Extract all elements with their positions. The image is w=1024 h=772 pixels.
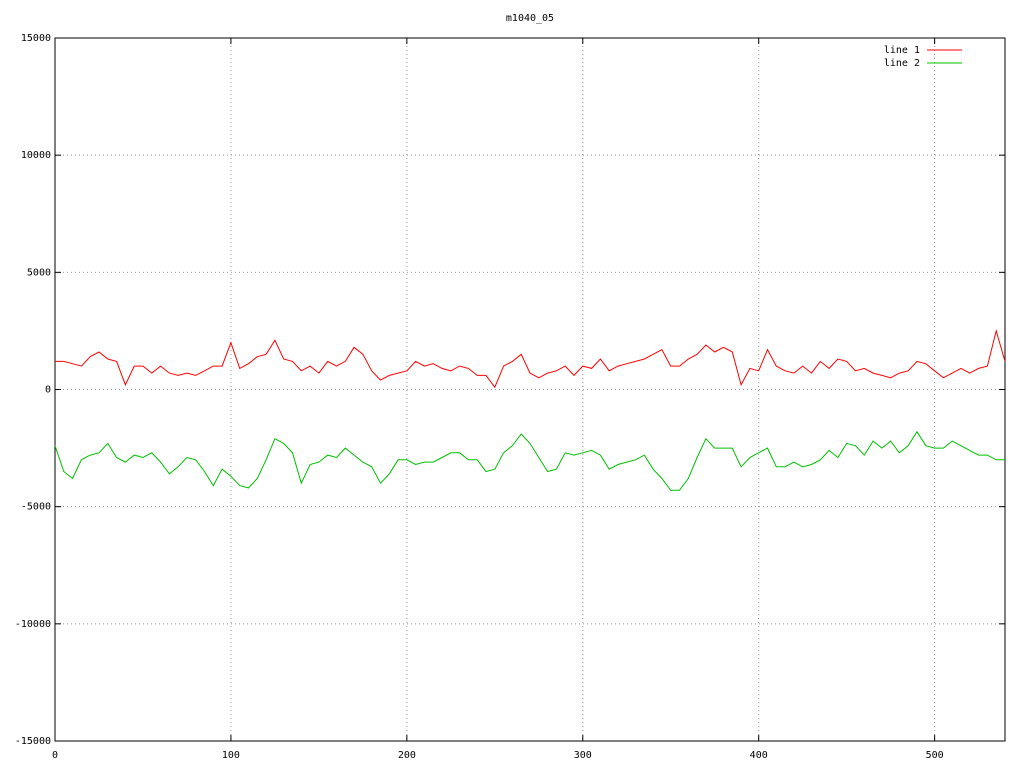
x-tick-label: 0 [52,750,58,761]
x-tick-label: 300 [574,750,592,761]
y-tick-label: -15000 [15,736,51,747]
y-tick-label: 5000 [27,267,51,278]
series-line [55,328,1006,389]
x-tick-label: 500 [926,750,944,761]
series-line [54,430,1005,491]
y-tick-label: -10000 [15,619,51,630]
y-tick-label: 15000 [21,33,51,44]
plot-frame [54,37,1006,742]
y-tick-label: -5000 [21,502,51,513]
legend-label: line 1 [884,45,920,56]
x-tick-label: 400 [750,750,768,761]
chart-title: m1040_05 [506,13,554,24]
legend-label: line 2 [884,58,920,69]
y-tick-label: 0 [45,385,51,396]
x-tick-label: 200 [398,750,416,761]
y-tick-label: 10000 [21,150,51,161]
x-tick-label: 100 [222,750,240,761]
